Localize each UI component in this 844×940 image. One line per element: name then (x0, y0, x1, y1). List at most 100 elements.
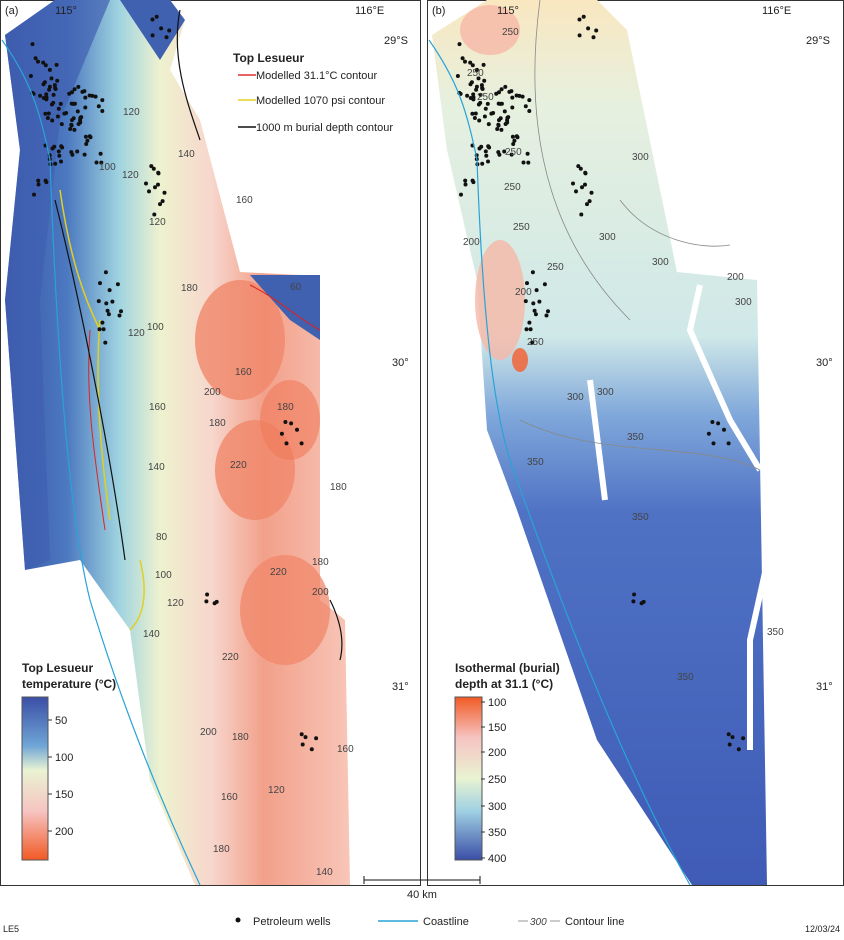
panel-label: (a) (5, 5, 18, 17)
contour-label: 250 (502, 27, 519, 38)
contour-label: 220 (222, 652, 239, 663)
well (523, 104, 528, 109)
well (78, 120, 83, 125)
well (594, 28, 599, 33)
lon-label: 115° (497, 5, 519, 17)
panel-label: (b) (432, 5, 445, 17)
well (521, 160, 526, 165)
well (527, 109, 532, 113)
well (505, 120, 510, 125)
contour-label: 350 (767, 627, 784, 638)
well (80, 89, 85, 94)
well (47, 87, 52, 92)
lon-label: 115° (55, 5, 77, 17)
well (295, 427, 299, 432)
well (510, 134, 515, 139)
well (476, 76, 481, 81)
well (577, 17, 582, 22)
contour-label: 120 (128, 328, 145, 339)
well (470, 178, 475, 183)
contour-label: 250 (477, 92, 494, 103)
contour-label: 200 (200, 727, 217, 738)
well (104, 301, 109, 306)
well (463, 182, 468, 187)
well (279, 431, 284, 436)
well (574, 189, 578, 194)
lat-label: 30° (392, 357, 409, 369)
well (528, 327, 533, 332)
well (284, 441, 289, 446)
legend-title: Top Lesueur (233, 51, 304, 65)
colorbar-tick-label: 250 (488, 774, 506, 786)
well (299, 441, 304, 446)
well (153, 185, 157, 190)
lon-label: 116°E (355, 5, 384, 17)
contour-label: 100 (147, 322, 164, 333)
contour-label: 160 (236, 195, 253, 206)
colorbar-title: temperature (°C) (22, 677, 116, 691)
well (503, 84, 508, 89)
well (289, 421, 294, 426)
well (58, 101, 63, 106)
contour-label: 120 (268, 785, 285, 796)
figure-date: 12/03/24 (805, 924, 840, 934)
well (469, 80, 474, 85)
well (303, 735, 308, 740)
well (583, 171, 588, 176)
well (511, 142, 516, 146)
well (152, 212, 157, 217)
coastline (1, 39, 201, 886)
well (99, 160, 104, 165)
contour-label: 350 (632, 512, 649, 523)
legend-item: Petroleum wells (253, 916, 331, 928)
well (509, 152, 514, 157)
well (204, 599, 209, 604)
well (499, 87, 504, 92)
contour-label: 250 (547, 262, 564, 273)
well (36, 182, 41, 187)
lat-label: 30° (816, 357, 833, 369)
well (164, 35, 169, 40)
legend-symbol (235, 917, 241, 923)
well (42, 80, 47, 85)
contour-label: 140 (316, 867, 333, 878)
well (514, 134, 519, 139)
contour-label: 220 (230, 460, 247, 471)
well (59, 159, 63, 164)
well (706, 431, 711, 436)
map-b (432, 0, 773, 885)
contour-label: 250 (513, 222, 530, 233)
well (71, 101, 76, 106)
legend-symbol: 300 (530, 917, 547, 928)
well (68, 127, 73, 131)
well (533, 312, 538, 317)
well (579, 212, 584, 217)
well (44, 97, 49, 102)
well (577, 33, 582, 38)
well (482, 114, 487, 119)
contour-label: 200 (312, 587, 329, 598)
contour-label: 350 (627, 432, 644, 443)
well (55, 78, 60, 83)
well (471, 97, 476, 102)
well (283, 420, 288, 424)
well (585, 202, 589, 207)
lat-label: 31° (392, 681, 409, 693)
well (100, 320, 105, 325)
colorbar-tick-label: 150 (55, 789, 73, 801)
well (468, 60, 473, 65)
contour-label: 160 (337, 744, 354, 755)
well (457, 42, 462, 47)
well (94, 160, 99, 165)
contour-label: 120 (167, 598, 184, 609)
well (76, 84, 81, 89)
well (309, 747, 314, 752)
well (520, 94, 525, 99)
well (537, 299, 542, 304)
colorbar-tick-label: 350 (488, 827, 506, 839)
colorbar-title: depth at 31.1 (°C) (455, 677, 553, 691)
well (730, 735, 735, 740)
well (544, 313, 549, 318)
well (486, 159, 490, 164)
